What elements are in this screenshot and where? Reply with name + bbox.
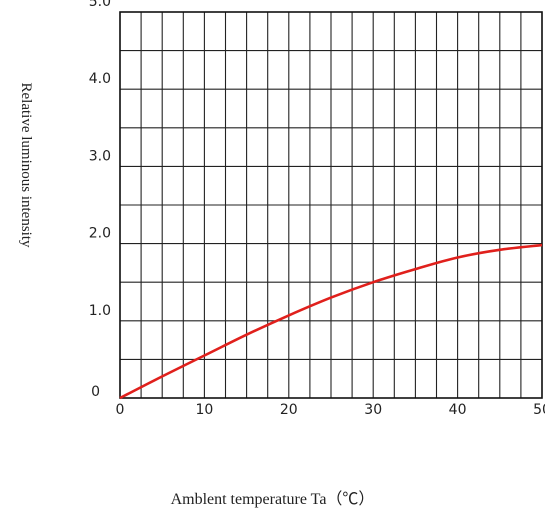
x-tick-label: 30 <box>364 402 382 418</box>
grid <box>120 12 542 398</box>
x-tick-label: 0 <box>116 402 125 418</box>
y-tick-label: 0 <box>91 384 100 400</box>
x-tick-label: 10 <box>195 402 213 418</box>
x-tick-label: 50 <box>533 402 545 418</box>
y-tick-label: 2.0 <box>89 226 111 242</box>
x-tick-label: 20 <box>280 402 298 418</box>
y-tick-labels: 0 1.0 2.0 3.0 4.0 5.0 <box>89 0 111 400</box>
y-tick-label: 5.0 <box>89 0 111 10</box>
x-tick-labels: 0 10 20 30 40 50 <box>116 402 545 418</box>
x-tick-label: 40 <box>449 402 467 418</box>
x-axis-label: Amblent temperature Ta（℃） <box>0 485 545 509</box>
y-tick-label: 4.0 <box>89 71 111 87</box>
y-tick-label: 1.0 <box>89 303 111 319</box>
y-tick-label: 3.0 <box>89 148 111 164</box>
y-axis-label: Relative luminous intensity <box>18 83 34 248</box>
